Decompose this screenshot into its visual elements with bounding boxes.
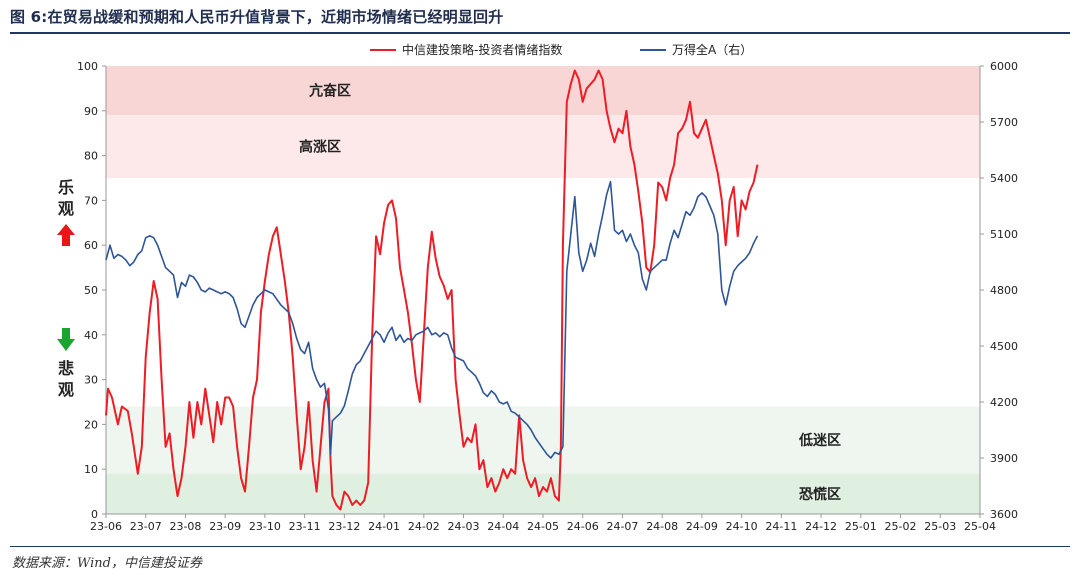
left-tick-label-6: 60 bbox=[84, 239, 98, 252]
right-tick-label-5: 5100 bbox=[990, 228, 1018, 241]
left-tick-label-8: 80 bbox=[84, 150, 98, 163]
right-tick-label-0: 3600 bbox=[990, 508, 1018, 521]
x-tick-label-7: 24-01 bbox=[368, 520, 400, 533]
x-tick-label-12: 24-06 bbox=[567, 520, 599, 533]
x-tick-label-6: 23-12 bbox=[328, 520, 360, 533]
left-tick-label-7: 70 bbox=[84, 194, 98, 207]
legend: 中信建投策略-投资者情绪指数 万得全A（右） bbox=[370, 42, 752, 57]
x-tick-label-1: 23-07 bbox=[130, 520, 162, 533]
axes-layer: 0 10 20 30 40 50 60 70 80 90 100 3600 3900 4200 4500 48… bbox=[77, 60, 1018, 533]
x-tick-label-17: 24-11 bbox=[765, 520, 797, 533]
right-tick-label-4: 4800 bbox=[990, 284, 1018, 297]
down-arrow-icon bbox=[57, 328, 75, 351]
left-tick-label-1: 10 bbox=[84, 463, 98, 476]
x-tick-label-21: 25-03 bbox=[924, 520, 956, 533]
zone-band-1 bbox=[106, 115, 980, 178]
left-tick-label-0: 0 bbox=[91, 508, 98, 521]
left-tick-label-3: 30 bbox=[84, 374, 98, 387]
zone-label-3: 恐慌区 bbox=[799, 486, 841, 503]
legend-label-1: 万得全A（右） bbox=[672, 42, 752, 57]
series-line-1 bbox=[105, 180, 759, 459]
zone-band-0 bbox=[106, 66, 980, 116]
side-label-up-1: 乐 bbox=[58, 178, 74, 197]
side-label-up-2: 观 bbox=[58, 199, 74, 218]
x-tick-label-16: 24-10 bbox=[726, 520, 758, 533]
chart-title: 图 6:在贸易战缓和预期和人民币升值背景下，近期市场情绪已经明显回升 bbox=[10, 8, 504, 26]
left-tick-label-9: 90 bbox=[84, 105, 98, 118]
x-tick-label-20: 25-02 bbox=[885, 520, 917, 533]
x-tick-label-3: 23-09 bbox=[209, 520, 241, 533]
right-tick-label-7: 5700 bbox=[990, 116, 1018, 129]
zone-label-0: 亢奋区 bbox=[309, 83, 351, 100]
x-tick-label-18: 24-12 bbox=[805, 520, 837, 533]
right-tick-label-8: 6000 bbox=[990, 60, 1018, 73]
left-tick-label-4: 40 bbox=[84, 329, 98, 342]
series-line-0 bbox=[105, 69, 759, 511]
x-tick-label-5: 23-11 bbox=[289, 520, 321, 533]
left-tick-label-5: 50 bbox=[84, 284, 98, 297]
legend-label-0: 中信建投策略-投资者情绪指数 bbox=[402, 42, 562, 57]
x-tick-label-13: 24-07 bbox=[606, 520, 638, 533]
x-tick-label-14: 24-08 bbox=[646, 520, 678, 533]
right-tick-label-3: 4500 bbox=[990, 340, 1018, 353]
bottom-rule bbox=[10, 546, 1070, 547]
x-tick-label-15: 24-09 bbox=[686, 520, 718, 533]
source-note: 数据来源：Wind，中信建投证券 bbox=[12, 556, 202, 571]
title-rule bbox=[10, 32, 1070, 34]
right-tick-label-6: 5400 bbox=[990, 172, 1018, 185]
x-tick-label-8: 24-02 bbox=[408, 520, 440, 533]
x-tick-label-10: 24-04 bbox=[487, 520, 519, 533]
right-tick-label-1: 3900 bbox=[990, 452, 1018, 465]
x-tick-label-0: 23-06 bbox=[90, 520, 122, 533]
x-tick-label-11: 24-05 bbox=[527, 520, 559, 533]
series-layer bbox=[105, 69, 759, 511]
zone-label-2: 低迷区 bbox=[798, 432, 841, 449]
x-tick-label-22: 25-04 bbox=[964, 520, 996, 533]
x-tick-label-19: 25-01 bbox=[845, 520, 877, 533]
side-label-down-2: 观 bbox=[58, 380, 74, 399]
left-tick-label-10: 100 bbox=[77, 60, 98, 73]
left-tick-label-2: 20 bbox=[84, 418, 98, 431]
side-label-down-1: 悲 bbox=[58, 359, 74, 378]
zone-band-3 bbox=[106, 473, 980, 514]
right-tick-label-2: 4200 bbox=[990, 396, 1018, 409]
x-tick-label-9: 24-03 bbox=[448, 520, 480, 533]
zone-label-1: 高涨区 bbox=[299, 139, 341, 156]
zones-layer bbox=[106, 66, 980, 514]
x-tick-label-2: 23-08 bbox=[169, 520, 201, 533]
x-tick-label-4: 23-10 bbox=[249, 520, 281, 533]
up-arrow-icon bbox=[57, 224, 75, 246]
